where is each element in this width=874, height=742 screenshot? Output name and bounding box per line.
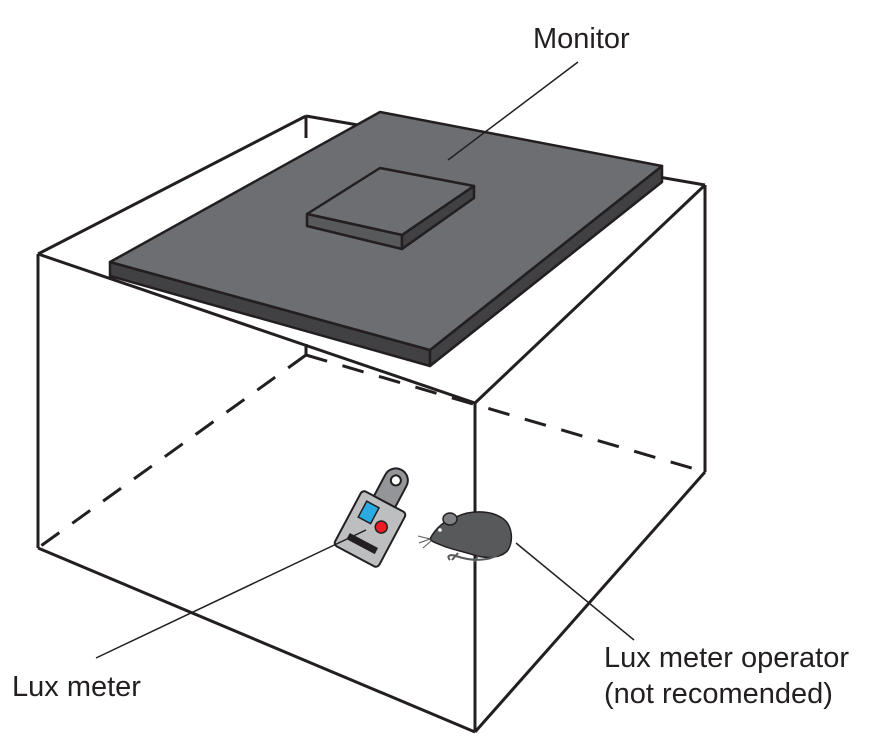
mouse-feet: [451, 552, 479, 563]
box-top-back-left: [37, 114, 307, 256]
lux-meter-label: Lux meter: [12, 671, 141, 703]
hidden-edge-left: [37, 353, 307, 550]
lux-meter-icon: [333, 467, 409, 568]
operator-label-line1: Lux meter operator: [604, 642, 849, 674]
lux-meter-screen: [357, 500, 381, 525]
box-bottom-right: [473, 471, 707, 733]
mouse-icon: [417, 511, 513, 563]
box-bottom-left: [37, 546, 476, 734]
hidden-edge-right: [305, 353, 706, 474]
operator-leader-line: [515, 542, 635, 641]
box-top-front-right: [473, 183, 707, 405]
lux-meter-sensor: [389, 474, 402, 487]
mouse-body: [429, 511, 513, 559]
mouse-ear: [442, 512, 458, 526]
monitor: [108, 110, 664, 368]
mouse-whiskers: [417, 535, 432, 549]
lux-meter-leader-line: [95, 529, 367, 659]
operator-label-line2: (not recomended): [604, 678, 833, 710]
leader-lines: [95, 61, 635, 659]
lux-meter-button: [374, 520, 389, 534]
monitor-leader-line: [447, 61, 579, 161]
box-top-front-left: [37, 252, 476, 405]
lux-meter-grip: [346, 532, 379, 555]
mouse-eye: [438, 528, 442, 532]
monitor-stand-side: [400, 184, 476, 251]
monitor-label: Monitor: [533, 23, 630, 55]
